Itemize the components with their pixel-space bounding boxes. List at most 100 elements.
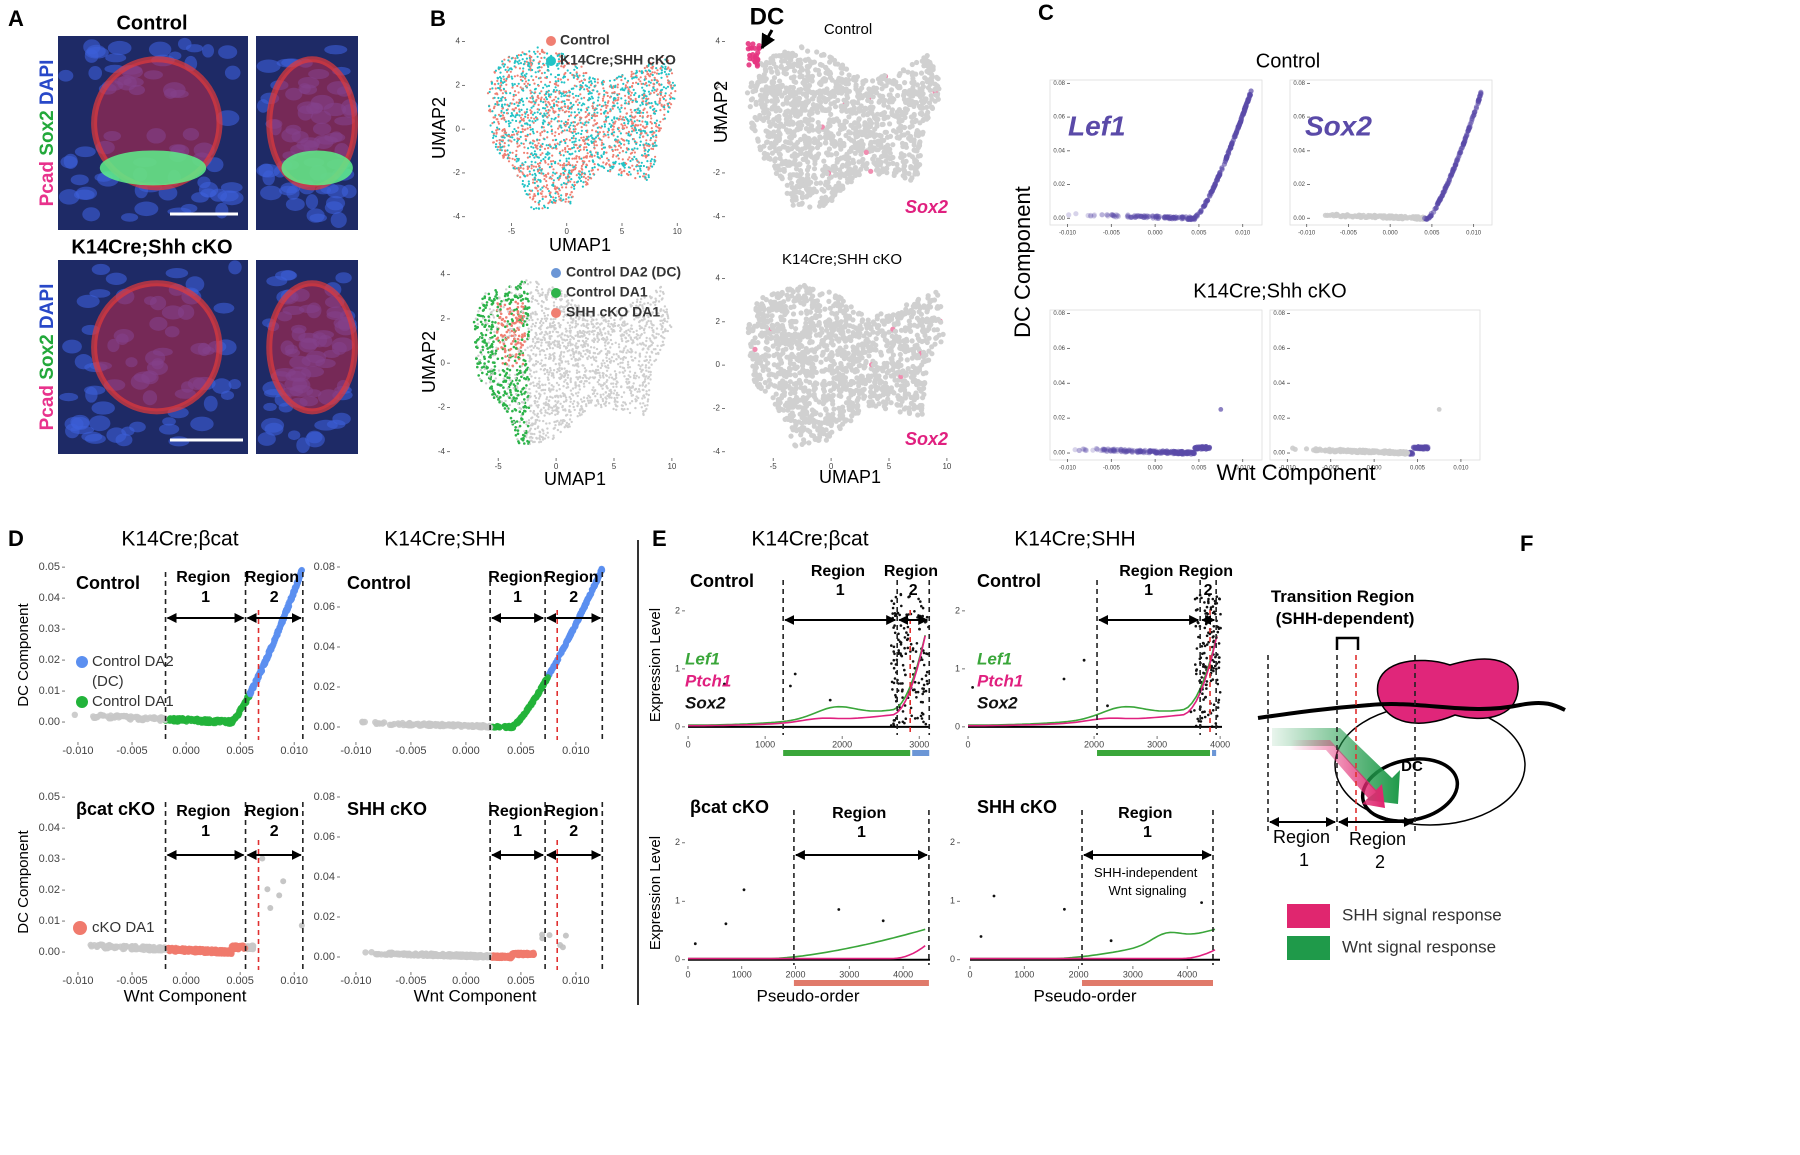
cell-point [528, 50, 531, 53]
cell-point [586, 322, 589, 326]
cell-point [635, 100, 638, 103]
cell-point [501, 362, 505, 365]
cell-point [518, 424, 522, 428]
cell-point [515, 392, 518, 396]
nucleus [148, 41, 172, 58]
cell-point [499, 84, 502, 87]
cell-point [478, 377, 482, 381]
cell-point [530, 375, 533, 378]
cell-point [622, 349, 625, 352]
cell-point [550, 93, 553, 96]
cell-point [551, 154, 554, 157]
cell-point [628, 385, 631, 389]
cell-point [547, 84, 551, 87]
cell-point [578, 145, 581, 148]
cell-point [652, 335, 655, 338]
cell-point [647, 174, 650, 177]
cell-point [513, 408, 517, 411]
cell-point [559, 394, 562, 397]
cell-point [637, 376, 641, 379]
cell-point [527, 441, 531, 444]
cell-point [510, 112, 513, 115]
cell-point [645, 336, 648, 340]
cell-point [617, 173, 620, 176]
cell-point [545, 347, 549, 351]
cell-point [634, 92, 637, 95]
cell-point [545, 396, 549, 399]
cell-point [526, 346, 529, 349]
cell-point [512, 345, 516, 349]
cell-point [526, 116, 530, 119]
cell-point [653, 91, 656, 94]
cell-point [645, 407, 648, 411]
cell-point [567, 362, 570, 365]
cell-point [531, 128, 534, 131]
cell-point [475, 345, 478, 349]
cell-point [582, 396, 586, 399]
cell-point [496, 100, 499, 103]
nucleus [202, 44, 215, 58]
cell-point [554, 362, 557, 366]
cell-point [638, 70, 641, 73]
cell-point [643, 396, 646, 399]
cell-point [515, 295, 518, 298]
cell-point [638, 360, 641, 363]
cell-point [556, 345, 559, 348]
cell-point [543, 107, 547, 110]
cell-point [560, 183, 563, 186]
cell-point [578, 177, 581, 180]
cell-point [616, 381, 619, 384]
cell-point [653, 359, 656, 363]
cell-point [568, 130, 571, 133]
cell-point [576, 415, 579, 418]
cell-point [630, 120, 633, 123]
cell-point [494, 69, 497, 72]
cell-point [566, 334, 569, 337]
cell-point [503, 344, 507, 348]
cell-point [522, 119, 525, 122]
cell-point [534, 336, 537, 339]
cell-point [551, 330, 555, 333]
cell-point [599, 403, 603, 407]
cell-point [528, 173, 532, 176]
cell-point [526, 424, 530, 428]
cell-point [510, 420, 514, 423]
nucleus [89, 415, 111, 432]
cell-point [526, 127, 529, 130]
cell-point [619, 326, 622, 329]
cell-point [502, 299, 506, 302]
cell-point [514, 106, 518, 110]
cell-point [493, 334, 497, 338]
cell-point [614, 140, 618, 143]
cell-point [517, 334, 521, 338]
cell-point [503, 362, 507, 366]
cell-point [540, 344, 543, 347]
cell-point [561, 92, 565, 95]
cell-point [583, 146, 586, 149]
cell-point [504, 96, 507, 100]
cell-point [609, 110, 612, 113]
cell-point [631, 127, 634, 130]
cell-point [518, 379, 521, 382]
cell-point [495, 331, 499, 334]
cell-point [521, 302, 524, 305]
cell-point [649, 373, 652, 376]
cell-point [617, 96, 620, 99]
cell-point [572, 355, 575, 359]
cell-point [628, 134, 631, 137]
cell-point [564, 327, 567, 330]
cell-point [608, 376, 611, 379]
cell-point [503, 103, 506, 106]
cell-point [562, 90, 565, 93]
cell-point [649, 120, 652, 124]
cell-point [521, 58, 524, 61]
cell-point [548, 353, 551, 356]
cell-point [628, 170, 631, 174]
cell-point [524, 122, 527, 125]
cell-point [617, 363, 620, 366]
cell-point [509, 92, 512, 95]
cell-point [613, 122, 616, 125]
cell-point [517, 104, 520, 107]
cell-point [615, 385, 618, 388]
cell-point [600, 155, 604, 158]
